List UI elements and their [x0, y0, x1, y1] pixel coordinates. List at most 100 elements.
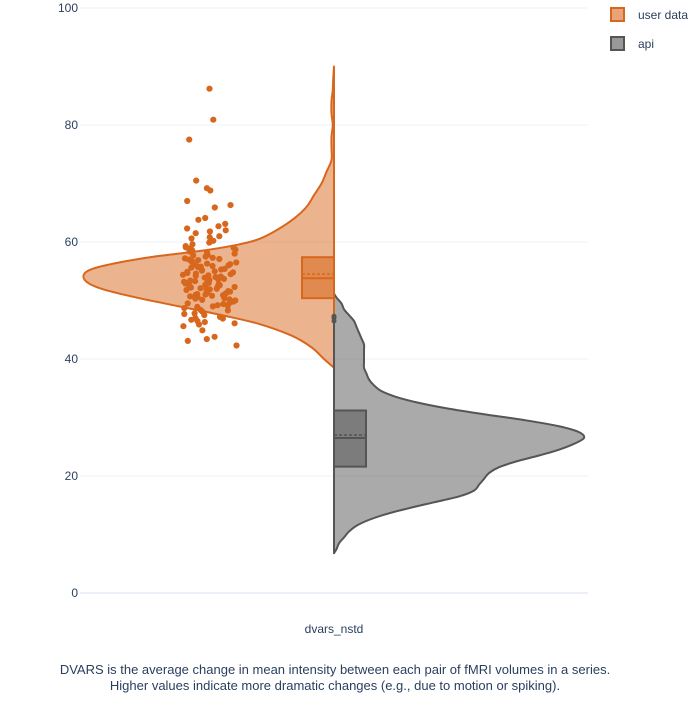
legend[interactable]: user data api — [610, 7, 688, 51]
data-point — [215, 281, 222, 288]
data-point — [192, 278, 199, 285]
data-point — [217, 273, 224, 280]
data-point — [180, 323, 187, 330]
data-point — [184, 197, 191, 205]
data-point — [195, 321, 203, 328]
box-api — [331, 313, 367, 530]
y-tick-label: 20 — [65, 469, 79, 483]
legend-swatch — [610, 7, 625, 22]
data-point — [216, 233, 223, 240]
legend-item-user-data[interactable]: user data — [610, 7, 688, 22]
y-tick-label: 60 — [65, 235, 79, 249]
data-point — [209, 303, 216, 310]
data-point — [224, 307, 231, 314]
data-point — [194, 303, 201, 310]
data-point — [219, 315, 226, 322]
data-point — [213, 285, 220, 292]
data-point — [179, 271, 187, 278]
data-point — [190, 252, 197, 259]
data-point — [192, 295, 199, 302]
data-point — [195, 257, 202, 264]
data-point — [184, 300, 191, 307]
boxes — [301, 202, 367, 530]
legend-item-api[interactable]: api — [610, 36, 654, 51]
data-point — [202, 214, 209, 222]
data-point — [181, 278, 188, 285]
data-point — [231, 250, 238, 257]
data-point — [193, 177, 200, 184]
data-point — [184, 337, 191, 344]
data-point — [222, 227, 229, 234]
data-point — [227, 202, 234, 209]
data-point — [233, 259, 240, 266]
data-point — [231, 320, 238, 327]
data-point — [209, 262, 216, 270]
data-point — [206, 228, 213, 235]
data-point — [208, 292, 216, 299]
data-point — [206, 234, 213, 241]
data-point — [202, 291, 209, 298]
data-point — [183, 286, 190, 294]
data-point — [199, 296, 206, 303]
data-point — [204, 260, 211, 267]
data-point — [191, 310, 198, 317]
data-point — [181, 305, 188, 312]
violin-user-data — [82, 65, 335, 369]
data-point — [201, 319, 208, 326]
data-point — [201, 312, 208, 319]
data-point — [227, 271, 234, 278]
data-point — [204, 251, 211, 258]
y-tick-label: 80 — [65, 118, 79, 132]
data-point — [188, 235, 195, 242]
data-point — [233, 342, 240, 349]
data-point — [210, 116, 217, 123]
data-point — [187, 245, 194, 252]
x-axis-label: dvars_nstd — [305, 622, 364, 636]
data-point — [222, 220, 229, 227]
data-point — [197, 285, 204, 292]
data-point — [216, 255, 223, 263]
legend-label: user data — [638, 8, 688, 22]
data-point — [199, 327, 206, 334]
data-point — [181, 310, 188, 318]
data-point — [211, 204, 218, 211]
outlier-point — [331, 313, 337, 319]
data-point — [206, 239, 213, 246]
caption-line-2: Higher values indicate more dramatic cha… — [109, 678, 561, 693]
data-point — [215, 223, 222, 230]
y-tick-label: 40 — [65, 352, 79, 366]
y-tick-label: 100 — [58, 1, 78, 15]
data-point — [192, 272, 199, 279]
data-point — [203, 336, 210, 343]
legend-label: api — [638, 37, 654, 51]
data-point — [211, 268, 218, 275]
data-point — [184, 225, 191, 232]
data-point — [224, 302, 231, 309]
data-point — [209, 254, 216, 261]
data-point — [218, 266, 225, 273]
data-point — [231, 283, 238, 291]
data-point — [228, 298, 235, 305]
caption-line-1: DVARS is the average change in mean inte… — [59, 662, 611, 677]
data-point — [187, 293, 194, 300]
data-point — [205, 279, 212, 286]
data-point — [226, 288, 234, 295]
data-point — [195, 216, 202, 223]
y-tick-label: 0 — [71, 586, 78, 600]
violin-api — [333, 292, 586, 555]
data-point — [192, 315, 199, 322]
data-point — [185, 256, 192, 263]
data-point — [207, 187, 214, 194]
data-point — [188, 264, 195, 271]
jitter-points — [179, 85, 240, 349]
data-point — [214, 302, 221, 309]
data-point — [195, 264, 202, 271]
data-point — [186, 136, 193, 143]
data-point — [211, 333, 218, 340]
data-point — [206, 85, 213, 92]
data-point — [225, 262, 232, 269]
data-point — [192, 230, 199, 237]
data-point — [221, 295, 228, 302]
